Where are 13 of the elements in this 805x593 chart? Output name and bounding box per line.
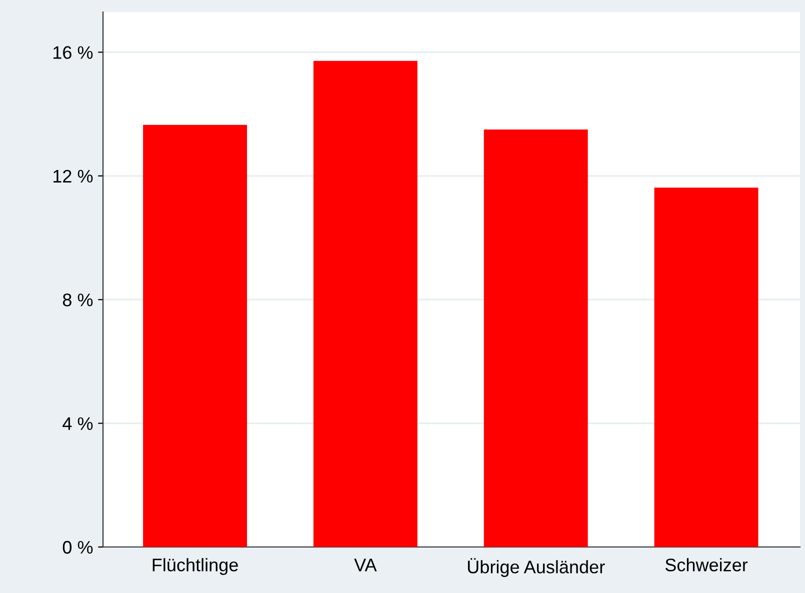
bar: [313, 60, 418, 547]
x-tick-label: Schweizer: [665, 558, 748, 572]
x-tick-label: VA: [354, 558, 377, 572]
bar: [654, 188, 758, 547]
x-tick-label: Flüchtlinge: [152, 558, 238, 575]
y-tick-label: 16 %: [54, 46, 93, 59]
bar: [143, 124, 247, 547]
bar: [484, 130, 588, 547]
y-tick-label: 4 %: [62, 417, 93, 430]
y-tick-label: 0 %: [62, 540, 93, 554]
x-tick-label: Übrige Ausländer: [468, 558, 605, 577]
y-tick-label: 8 %: [62, 294, 93, 306]
y-tick-label: 12 %: [54, 170, 93, 183]
